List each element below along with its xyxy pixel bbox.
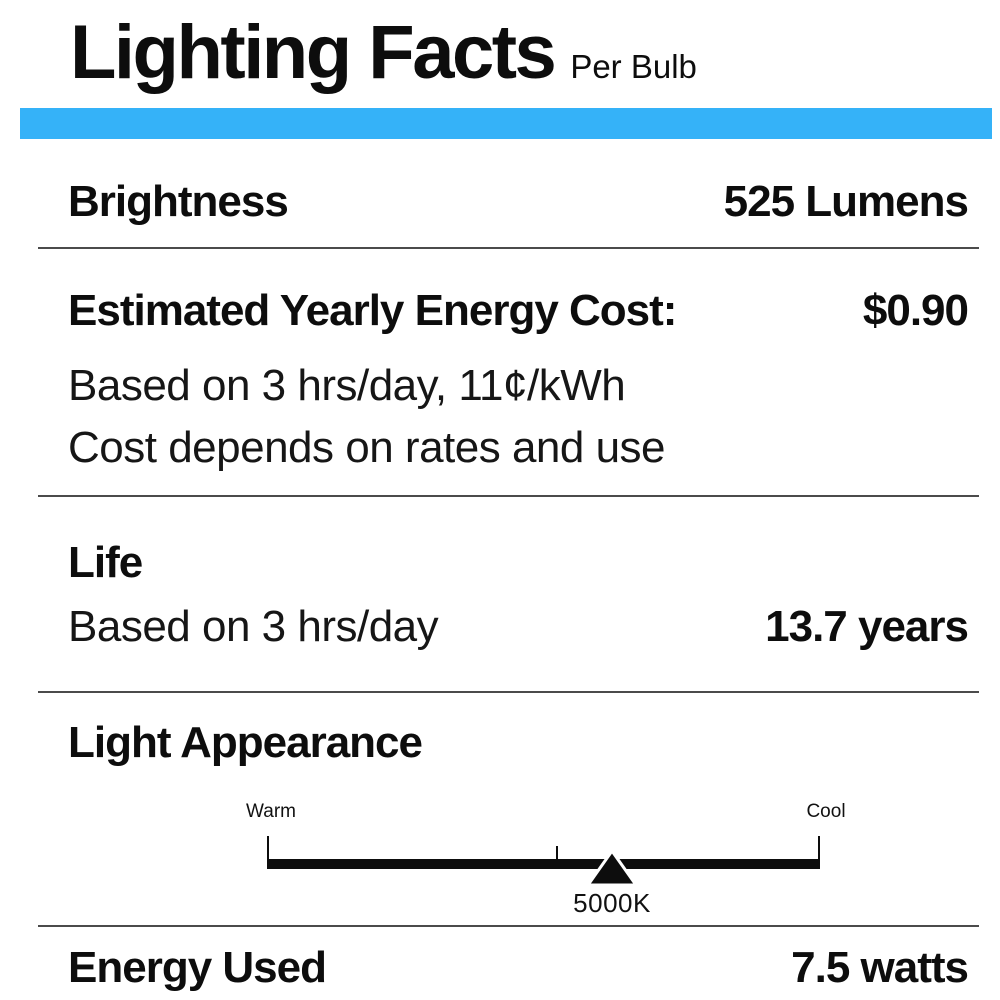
- life-section: Life: [0, 537, 1000, 599]
- warm-label: Warm: [246, 801, 296, 822]
- brightness-label: Brightness: [68, 177, 289, 226]
- scale-bar: [267, 859, 820, 869]
- scale-mid-tick: [556, 846, 558, 859]
- energy-used-row: Energy Used 7.5 watts: [0, 943, 1000, 993]
- scale-right-tick: [818, 836, 820, 869]
- divider: [38, 925, 979, 927]
- divider: [38, 495, 979, 497]
- brightness-value: 525 Lumens: [723, 177, 969, 226]
- cool-label: Cool: [806, 801, 846, 822]
- energy-cost-value: $0.90: [862, 286, 969, 335]
- divider: [38, 691, 979, 693]
- energy-cost-note-line1: Based on 3 hrs/day, 11¢/kWh: [68, 361, 626, 410]
- light-appearance-label: Light Appearance: [68, 718, 423, 767]
- label-title: Lighting Facts: [70, 10, 557, 95]
- life-note: Based on 3 hrs/day: [68, 602, 439, 651]
- brightness-row: Brightness 525 Lumens: [0, 177, 1000, 227]
- life-label: Life: [68, 538, 143, 587]
- energy-cost-row: Estimated Yearly Energy Cost: $0.90: [0, 285, 1000, 337]
- scale-left-tick: [267, 836, 269, 869]
- accent-bar: [20, 108, 992, 139]
- life-value: 13.7 years: [765, 602, 969, 651]
- light-appearance-scale: Warm Cool 5000K: [0, 799, 1000, 921]
- energy-cost-note-line2: Cost depends on rates and use: [68, 423, 666, 472]
- marker-triangle-icon: [586, 849, 638, 887]
- life-row: Based on 3 hrs/day 13.7 years: [0, 599, 1000, 655]
- energy-used-value: 7.5 watts: [791, 943, 969, 992]
- kelvin-value: 5000K: [573, 888, 651, 918]
- light-appearance-section: Light Appearance: [0, 719, 1000, 777]
- per-bulb-subtitle: Per Bulb: [570, 48, 697, 85]
- energy-cost-notes: Based on 3 hrs/day, 11¢/kWh Cost depends…: [0, 355, 1000, 479]
- energy-used-label: Energy Used: [68, 943, 327, 992]
- label-header: Lighting Facts Per Bulb: [0, 0, 1000, 92]
- energy-cost-label: Estimated Yearly Energy Cost:: [68, 286, 677, 335]
- divider: [38, 247, 979, 249]
